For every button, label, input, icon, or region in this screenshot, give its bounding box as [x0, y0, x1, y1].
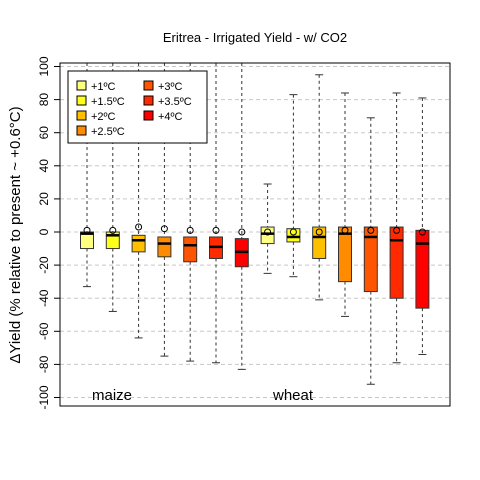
legend-label: +3.5ºC: [158, 96, 192, 108]
legend-swatch: [76, 80, 87, 91]
legend-item: +3ºC: [143, 80, 183, 93]
legend-label: +2ºC: [91, 111, 116, 123]
box-wheat-10: [338, 92, 352, 317]
outlier-point: [109, 226, 117, 234]
box-wheat-9: [312, 74, 327, 301]
legend-swatch: [143, 110, 154, 121]
box-iqr: [312, 226, 327, 259]
y-tick-label: -40: [37, 289, 51, 307]
box-iqr: [80, 231, 94, 250]
y-tick-label: 40: [37, 159, 51, 173]
legend-label: +4ºC: [158, 111, 183, 123]
boxes: [80, 63, 430, 385]
legend-label: +1.5ºC: [91, 96, 125, 108]
y-tick-label: 80: [37, 93, 51, 107]
y-tick-label: 60: [37, 126, 51, 140]
box-maize-1: [105, 63, 120, 312]
legend-label: +1ºC: [91, 81, 116, 93]
box-iqr: [338, 226, 352, 283]
y-axis: -100 -80 -60 -40 -20 0 20 40 60 80 100: [37, 56, 61, 410]
outlier-point: [135, 223, 143, 231]
y-tick-label: -80: [37, 355, 51, 373]
legend-item: +3.5ºC: [143, 95, 192, 108]
box-maize-4: [183, 63, 198, 362]
box-iqr: [389, 226, 404, 299]
legend-label: +2.5ºC: [91, 126, 125, 138]
group-label-wheat: wheat: [272, 387, 314, 404]
y-tick-label: -20: [37, 256, 51, 274]
box-wheat-7: [260, 183, 275, 274]
box-maize-0: [80, 63, 94, 288]
y-tick-label: 100: [37, 56, 51, 76]
legend-item: +4ºC: [143, 110, 183, 123]
outlier-point: [341, 226, 349, 234]
y-axis-label: ΔYield (% relative to present ~ +0.6°C): [7, 106, 24, 363]
group-label-maize: maize: [92, 387, 132, 404]
legend-swatch: [143, 80, 154, 91]
y-tick-label: -60: [37, 322, 51, 340]
box-maize-3: [157, 63, 172, 357]
outlier-point: [367, 226, 375, 234]
box-maize-2: [131, 63, 146, 339]
box-wheat-11: [363, 117, 378, 385]
box-wheat-13: [415, 97, 430, 355]
box-wheat-8: [286, 94, 301, 278]
outlier-point: [160, 225, 168, 233]
box-wheat-12: [389, 92, 404, 364]
box-iqr: [157, 236, 172, 258]
group-labels: maize wheat: [92, 387, 314, 404]
outlier-point: [418, 228, 426, 236]
legend-item: +1.5ºC: [76, 95, 125, 108]
y-tick-label: 20: [37, 192, 51, 206]
box-maize-5: [209, 63, 223, 364]
y-tick-label: 0: [37, 228, 51, 235]
box-iqr: [183, 236, 198, 263]
box-iqr: [131, 234, 146, 253]
outlier-point: [264, 228, 272, 236]
legend-box: [67, 70, 208, 144]
outlier-point: [315, 228, 323, 236]
legend-item: +2.5ºC: [76, 125, 125, 138]
outlier-point: [212, 226, 220, 234]
legend: +1ºC +1.5ºC +2ºC +2.5ºC +3ºC +3.5ºC +4ºC: [67, 70, 208, 144]
legend-swatch: [143, 95, 154, 106]
legend-label: +3ºC: [158, 81, 183, 93]
chart-title: Eritrea - Irrigated Yield - w/ CO2: [163, 30, 347, 45]
box-iqr: [415, 229, 430, 309]
outlier-point: [289, 228, 297, 236]
plot-frame: [59, 62, 451, 407]
legend-swatch: [76, 95, 87, 106]
outlier-point: [393, 226, 401, 234]
box-maize-6: [234, 63, 249, 370]
outlier-point: [83, 226, 91, 234]
outlier-point: [186, 226, 194, 234]
legend-swatch: [76, 125, 87, 136]
legend-item: +2ºC: [76, 110, 116, 123]
legend-item: +1ºC: [76, 80, 116, 93]
outlier-point: [238, 228, 246, 236]
y-tick-label: -100: [37, 385, 51, 409]
legend-swatch: [76, 110, 87, 121]
